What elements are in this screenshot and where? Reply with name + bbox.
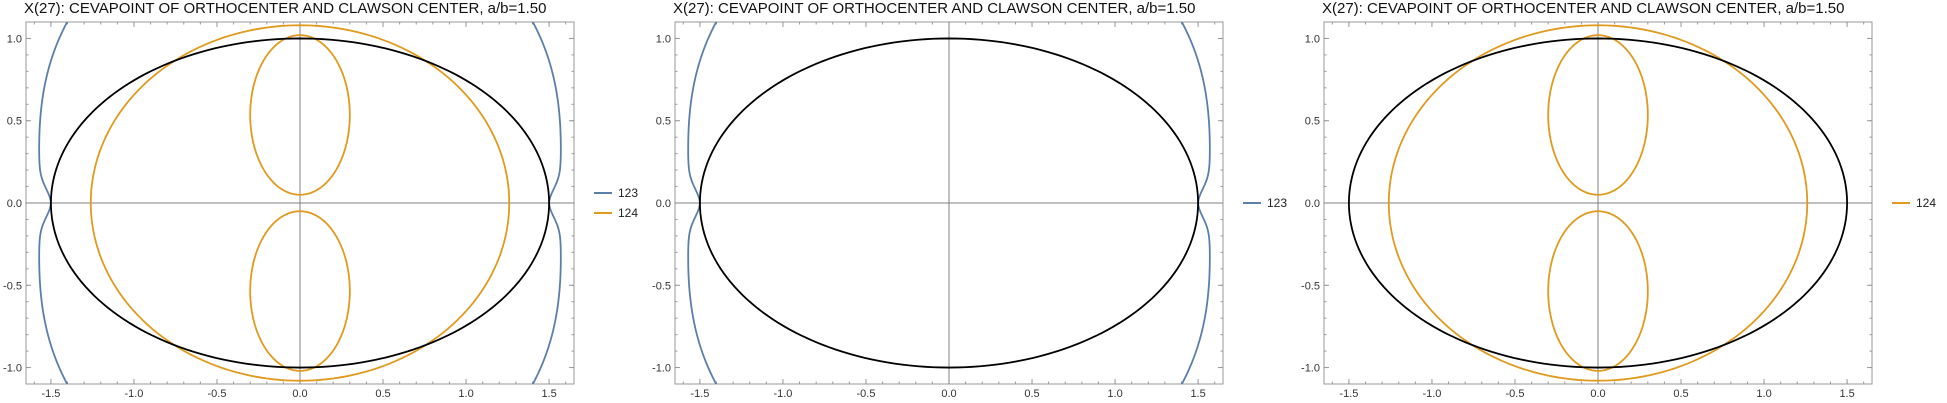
y-tick-label: -1.0	[3, 363, 22, 375]
x-tick-label: 0.0	[292, 388, 307, 400]
x-tick-label: -0.5	[207, 388, 226, 400]
legend-label: 123	[1267, 196, 1287, 210]
chart-title: X(27): CEVAPOINT OF ORTHOCENTER AND CLAW…	[673, 0, 1196, 17]
x-tick-label: 1.5	[1839, 388, 1854, 400]
y-tick-label: -0.5	[652, 280, 671, 292]
x-tick-label: -1.5	[41, 388, 60, 400]
legend-label: 124	[618, 206, 638, 220]
x-tick-label: 1.0	[458, 388, 473, 400]
x-tick-label: 1.0	[1756, 388, 1771, 400]
y-tick-label: 1.0	[7, 33, 22, 45]
x-tick-label: 0.0	[941, 388, 956, 400]
x-tick-label: -0.5	[1505, 388, 1524, 400]
y-tick-label: 0.0	[656, 198, 671, 210]
y-tick-label: -1.0	[1301, 363, 1320, 375]
series-124-lower-loop	[249, 210, 351, 372]
chart-panel-2: X(27): CEVAPOINT OF ORTHOCENTER AND CLAW…	[649, 0, 1298, 403]
y-tick-label: -0.5	[3, 280, 22, 292]
y-tick-label: 0.5	[1305, 116, 1320, 128]
x-tick-label: -1.0	[124, 388, 143, 400]
x-tick-label: 1.5	[541, 388, 556, 400]
x-tick-label: 1.5	[1190, 388, 1205, 400]
x-tick-label: 0.5	[375, 388, 390, 400]
x-tick-label: 1.0	[1107, 388, 1122, 400]
y-tick-label: 1.0	[1305, 33, 1320, 45]
chart-title: X(27): CEVAPOINT OF ORTHOCENTER AND CLAW…	[24, 0, 547, 17]
y-tick-label: 0.5	[7, 116, 22, 128]
x-tick-label: -1.5	[1339, 388, 1358, 400]
chart-title: X(27): CEVAPOINT OF ORTHOCENTER AND CLAW…	[1322, 0, 1845, 17]
x-tick-label: 0.5	[1673, 388, 1688, 400]
x-tick-label: 0.0	[1590, 388, 1605, 400]
chart-panel-1: X(27): CEVAPOINT OF ORTHOCENTER AND CLAW…	[0, 0, 649, 403]
chart-svg: -1.5 -1.0 -0.5 0.0 0.5 1.0 1.5 -1.0 -0.5 0.0 0.5 1.…	[1301, 21, 1936, 400]
y-tick-label: 0.0	[7, 198, 22, 210]
series-124-upper-loop	[1547, 34, 1649, 196]
x-tick-label: 0.5	[1024, 388, 1039, 400]
reference-ellipse	[1348, 37, 1848, 369]
series-124-upper-loop	[249, 34, 351, 196]
series-124-lower-loop	[1547, 210, 1649, 372]
y-tick-label: 0.0	[1305, 198, 1320, 210]
x-tick-label: -1.5	[690, 388, 709, 400]
y-tick-label: 1.0	[656, 33, 671, 45]
series-124-ring	[1387, 24, 1809, 382]
x-tick-label: -1.0	[1422, 388, 1441, 400]
legend-label: 123	[618, 186, 638, 200]
reference-ellipse	[50, 37, 550, 369]
legend-label: 124	[1916, 196, 1936, 210]
reference-ellipse	[699, 37, 1199, 369]
chart-svg: -1.5 -1.0 -0.5 0.0 0.5 1.0 1.5 -1.0 -0.5 0.0 0.5 1.…	[3, 21, 638, 400]
y-tick-label: -1.0	[652, 363, 671, 375]
y-tick-label: 0.5	[656, 116, 671, 128]
chart-panel-3: X(27): CEVAPOINT OF ORTHOCENTER AND CLAW…	[1298, 0, 1947, 403]
y-tick-label: -0.5	[1301, 280, 1320, 292]
series-124-ring	[89, 24, 511, 382]
x-tick-label: -1.0	[773, 388, 792, 400]
x-tick-label: -0.5	[856, 388, 875, 400]
chart-svg: -1.5 -1.0 -0.5 0.0 0.5 1.0 1.5 -1.0 -0.5 0.0 0.5 1.…	[652, 21, 1287, 400]
